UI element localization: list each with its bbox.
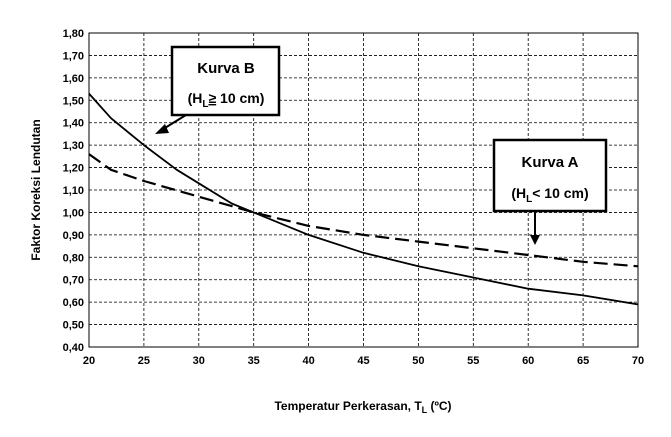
callout-a-arrowhead [530, 235, 540, 245]
y-tick-label: 0,40 [63, 342, 84, 354]
series-line-kurva-a [88, 153, 639, 268]
callout-b-condition: (HL≥ 10 cm) [188, 90, 265, 110]
x-tick-labels: 20 25 30 35 40 45 50 55 60 65 70 [83, 355, 644, 367]
y-tick-label: 1,00 [63, 207, 84, 219]
y-axis-title: Faktor Koreksi Lendutan [29, 119, 43, 260]
callout-kurva-a: Kurva A (HL< 10 cm) [492, 138, 608, 245]
y-tick-label: 1,70 [63, 50, 84, 62]
callout-b-arrowhead [155, 124, 169, 134]
x-tick-label: 45 [357, 355, 369, 367]
x-tick-label: 40 [302, 355, 314, 367]
y-tick-label: 0,50 [63, 320, 84, 332]
x-tick-label: 35 [248, 355, 260, 367]
x-tick-label: 25 [138, 355, 150, 367]
y-tick-label: 1,40 [63, 118, 84, 130]
x-tick-label: 50 [412, 355, 424, 367]
y-tick-label: 0,60 [63, 297, 84, 309]
x-tick-label: 65 [577, 355, 589, 367]
callout-b-box [170, 45, 281, 117]
callout-a-title: Kurva A [522, 154, 579, 171]
x-tick-label: 60 [522, 355, 534, 367]
x-tick-label: 20 [83, 355, 95, 367]
y-tick-labels: 0,40 0,50 0,60 0,70 0,80 0,90 1,00 1,10 1,20 1,30… [63, 28, 84, 354]
y-tick-label: 0,90 [63, 230, 84, 242]
x-tick-label: 30 [193, 355, 205, 367]
y-tick-label: 0,70 [63, 275, 84, 287]
series-line-kurva-b [88, 93, 639, 306]
y-tick-label: 1,60 [63, 73, 84, 85]
y-tick-label: 1,10 [63, 185, 84, 197]
y-tick-label: 0,80 [63, 252, 84, 264]
callout-kurva-b: Kurva B (HL≥ 10 cm) [155, 45, 281, 134]
series [88, 93, 639, 306]
y-tick-label: 1,80 [63, 28, 84, 40]
callout-a-box [492, 138, 608, 213]
x-tick-label: 70 [632, 355, 644, 367]
y-tick-label: 1,50 [63, 95, 84, 107]
plot-frame [88, 32, 639, 348]
callout-a-condition: (HL< 10 cm) [511, 185, 588, 205]
x-axis-title: Temperatur Perkerasan, TL (ºC) [274, 399, 451, 415]
y-tick-label: 1,30 [63, 140, 84, 152]
callout-b-title: Kurva B [197, 60, 255, 77]
y-tick-label: 1,20 [63, 163, 84, 175]
x-tick-label: 55 [467, 355, 479, 367]
